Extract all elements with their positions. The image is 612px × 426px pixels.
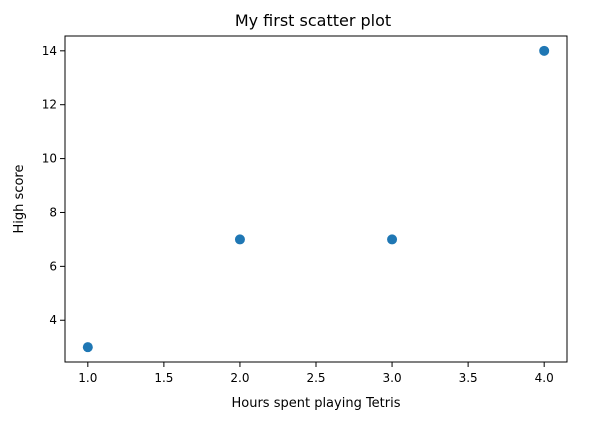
x-tick-label: 1.5 bbox=[154, 371, 173, 385]
y-tick-label: 8 bbox=[49, 205, 57, 219]
y-tick-label: 12 bbox=[42, 98, 57, 112]
x-axis-label: Hours spent playing Tetris bbox=[231, 396, 400, 411]
y-tick-label: 10 bbox=[42, 152, 57, 166]
scatter-point bbox=[234, 234, 245, 245]
y-axis-label: High score bbox=[12, 165, 27, 234]
data-points bbox=[82, 45, 550, 353]
y-tick-label: 6 bbox=[49, 259, 57, 273]
x-tick-label: 4.0 bbox=[535, 371, 554, 385]
x-tick-label: 3.5 bbox=[459, 371, 478, 385]
x-axis: 1.0 1.5 2.0 2.5 3.0 3.5 4.0 bbox=[78, 362, 554, 385]
plot-area-frame bbox=[64, 35, 568, 363]
y-axis: 4 6 8 10 12 14 bbox=[42, 44, 65, 327]
scatter-point bbox=[387, 234, 398, 245]
x-tick-label: 1.0 bbox=[78, 371, 97, 385]
x-tick-label: 2.5 bbox=[306, 371, 325, 385]
scatter-point bbox=[539, 45, 550, 56]
x-tick-label: 2.0 bbox=[230, 371, 249, 385]
y-tick-label: 14 bbox=[42, 44, 57, 58]
chart-title: My first scatter plot bbox=[235, 11, 391, 30]
y-tick-label: 4 bbox=[49, 313, 57, 327]
x-tick-label: 3.0 bbox=[383, 371, 402, 385]
scatter-point bbox=[82, 342, 93, 353]
